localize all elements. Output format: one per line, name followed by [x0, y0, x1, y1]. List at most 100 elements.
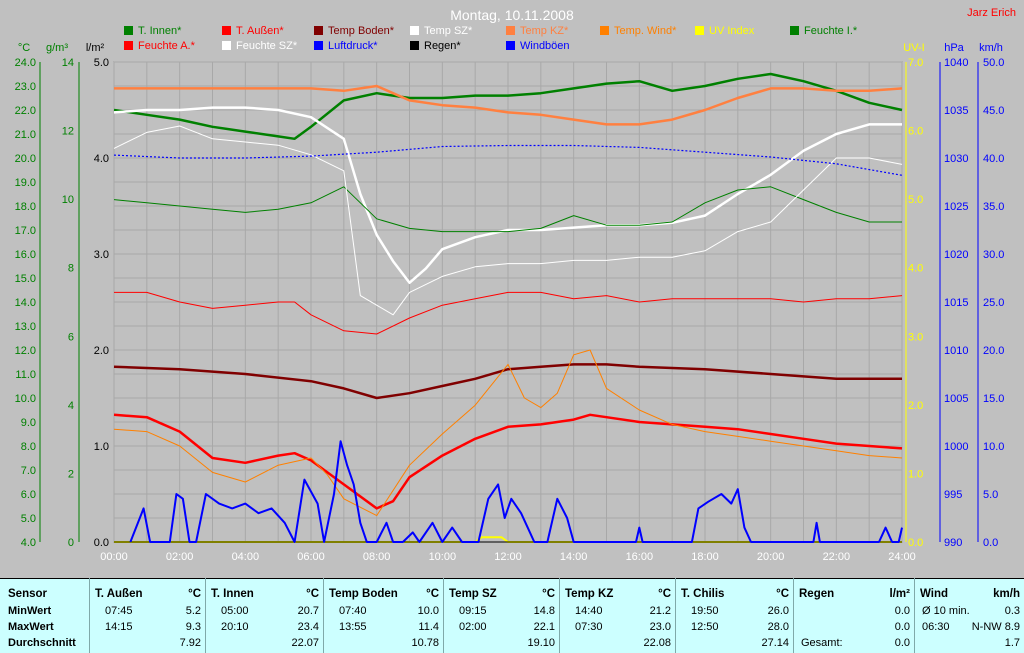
x-tick-label: 02:00 — [166, 551, 194, 563]
table-cell-value: N-NW 8.9 — [971, 621, 1020, 633]
axis-unit-wind: km/h — [979, 42, 1003, 54]
x-tick-label: 06:00 — [297, 551, 325, 563]
series-line-temp_boden — [113, 363, 902, 400]
legend-label-temp_wind: Temp. Wind* — [614, 25, 677, 37]
legend-label-t_aussen: T. Außen* — [236, 25, 284, 37]
legend-swatch-temp_boden — [314, 26, 323, 35]
table-cell-value: 0.0 — [894, 605, 910, 617]
x-tick-label: 16:00 — [626, 551, 654, 563]
legend-swatch-feuchte_sz — [222, 41, 231, 50]
table-column: Wind km/h Ø 10 min. 0.3 06:30 N-NW 8.9 1.7 — [914, 578, 1024, 653]
table-cell-time: Gesamt: — [801, 637, 843, 649]
tick-label-hum: 12 — [62, 126, 74, 138]
plot-area — [113, 61, 903, 543]
tick-label-press: 1015 — [944, 297, 968, 309]
tick-label-press: 1020 — [944, 249, 968, 261]
legend-swatch-luftdruck — [314, 41, 323, 50]
tick-label-temp: 20.0 — [15, 153, 36, 165]
series-line-t_innen — [113, 72, 903, 141]
legend: T. Innen* Feuchte A.* T. Außen* Feuchte SZ*… — [124, 25, 858, 52]
tick-label-temp: 9.0 — [21, 417, 36, 429]
tick-label-uv: 6.0 — [908, 126, 923, 138]
table-header: T. Chilis — [681, 588, 725, 600]
table-cell-value: 1.7 — [1004, 637, 1020, 649]
table-header: Sensor — [8, 588, 47, 600]
tick-label-uv: 2.0 — [908, 400, 923, 412]
tick-label-press: 995 — [944, 489, 962, 501]
x-tick-label: 18:00 — [691, 551, 719, 563]
legend-label-t_innen: T. Innen* — [138, 25, 182, 37]
tick-label-wind: 45.0 — [983, 105, 1004, 117]
tick-label-uv: 3.0 — [908, 331, 923, 343]
series-line-feuchte_a — [114, 291, 903, 335]
table-separator — [205, 578, 206, 653]
tick-label-uv: 0.0 — [908, 537, 923, 549]
tick-label-rain: 0.0 — [94, 537, 109, 549]
x-tick-label: 22:00 — [823, 551, 851, 563]
tick-label-uv: 4.0 — [908, 263, 923, 275]
legend-label-uv_index: UV Index — [709, 25, 755, 37]
series-line-t_aussen — [113, 413, 903, 510]
tick-label-temp: 5.0 — [21, 513, 36, 525]
tick-label-temp: 18.0 — [15, 201, 36, 213]
table-header: Temp SZ — [449, 588, 497, 600]
tick-label-hum: 4 — [68, 400, 74, 412]
tick-label-temp: 7.0 — [21, 465, 36, 477]
legend-label-feuchte_a: Feuchte A.* — [138, 40, 196, 52]
series-line-luftdruck — [113, 144, 903, 176]
legend-swatch-feuchte_a — [124, 41, 133, 50]
table-cell-value: 27.14 — [761, 637, 789, 649]
table-header: Temp KZ — [565, 588, 614, 600]
tick-label-hum: 10 — [62, 194, 74, 206]
table-header-unit: °C — [306, 588, 319, 600]
tick-label-uv: 1.0 — [908, 468, 923, 480]
table-cell-time: 13:55 — [339, 621, 367, 633]
tick-label-rain: 3.0 — [94, 249, 109, 261]
tick-label-press: 990 — [944, 537, 962, 549]
legend-label-feuchte_i: Feuchte I.* — [804, 25, 858, 37]
table-separator — [443, 578, 444, 653]
table-row-label: MaxWert — [8, 621, 54, 633]
table-column: T. Chilis °C 19:50 26.0 12:50 28.0 27.14 — [675, 578, 793, 653]
axis-unit-temp: °C — [18, 42, 30, 54]
table-cell-value: 28.0 — [767, 621, 789, 633]
table-header-unit: °C — [542, 588, 555, 600]
axis-unit-uv: UV-I — [903, 42, 924, 54]
tick-label-temp: 10.0 — [15, 393, 36, 405]
table-cell-value: 22.07 — [291, 637, 319, 649]
table-cell-time: 14:15 — [105, 621, 133, 633]
tick-label-uv: 5.0 — [908, 194, 923, 206]
tick-label-hum: 0 — [68, 537, 74, 549]
tick-label-hum: 6 — [68, 331, 74, 343]
table-cell-value: 9.3 — [185, 621, 201, 633]
tick-label-wind: 30.0 — [983, 249, 1004, 261]
table-cell-value: 10.78 — [411, 637, 439, 649]
axis-unit-hum: g/m³ — [46, 42, 68, 54]
tick-label-wind: 50.0 — [983, 57, 1004, 69]
tick-label-temp: 6.0 — [21, 489, 36, 501]
table-cell-time: 19:50 — [691, 605, 719, 617]
table-header: Temp Boden — [329, 588, 398, 600]
table-cell-time: 05:00 — [221, 605, 249, 617]
table-cell-time: Ø 10 min. — [922, 605, 970, 617]
legend-label-temp_kz: Temp KZ* — [520, 25, 569, 37]
tick-label-rain: 5.0 — [94, 57, 109, 69]
table-header-unit: km/h — [993, 588, 1020, 600]
table-header-unit: °C — [426, 588, 439, 600]
tick-label-temp: 16.0 — [15, 249, 36, 261]
axis-unit-rain: l/m² — [86, 42, 105, 54]
legend-swatch-windboeen — [506, 41, 515, 50]
x-tick-label: 14:00 — [560, 551, 588, 563]
tick-label-rain: 2.0 — [94, 345, 109, 357]
tick-label-wind: 0.0 — [983, 537, 998, 549]
table-cell-time: 12:50 — [691, 621, 719, 633]
series-line-temp_wind — [113, 349, 903, 517]
table-cell-time: 02:00 — [459, 621, 487, 633]
table-header-unit: °C — [188, 588, 201, 600]
legend-label-feuchte_sz: Feuchte SZ* — [236, 40, 298, 52]
table-header: Regen — [799, 588, 835, 600]
table-cell-value: 5.2 — [185, 605, 201, 617]
tick-label-wind: 40.0 — [983, 153, 1004, 165]
table-cell-value: 22.1 — [533, 621, 555, 633]
table-cell-time: 07:45 — [105, 605, 133, 617]
